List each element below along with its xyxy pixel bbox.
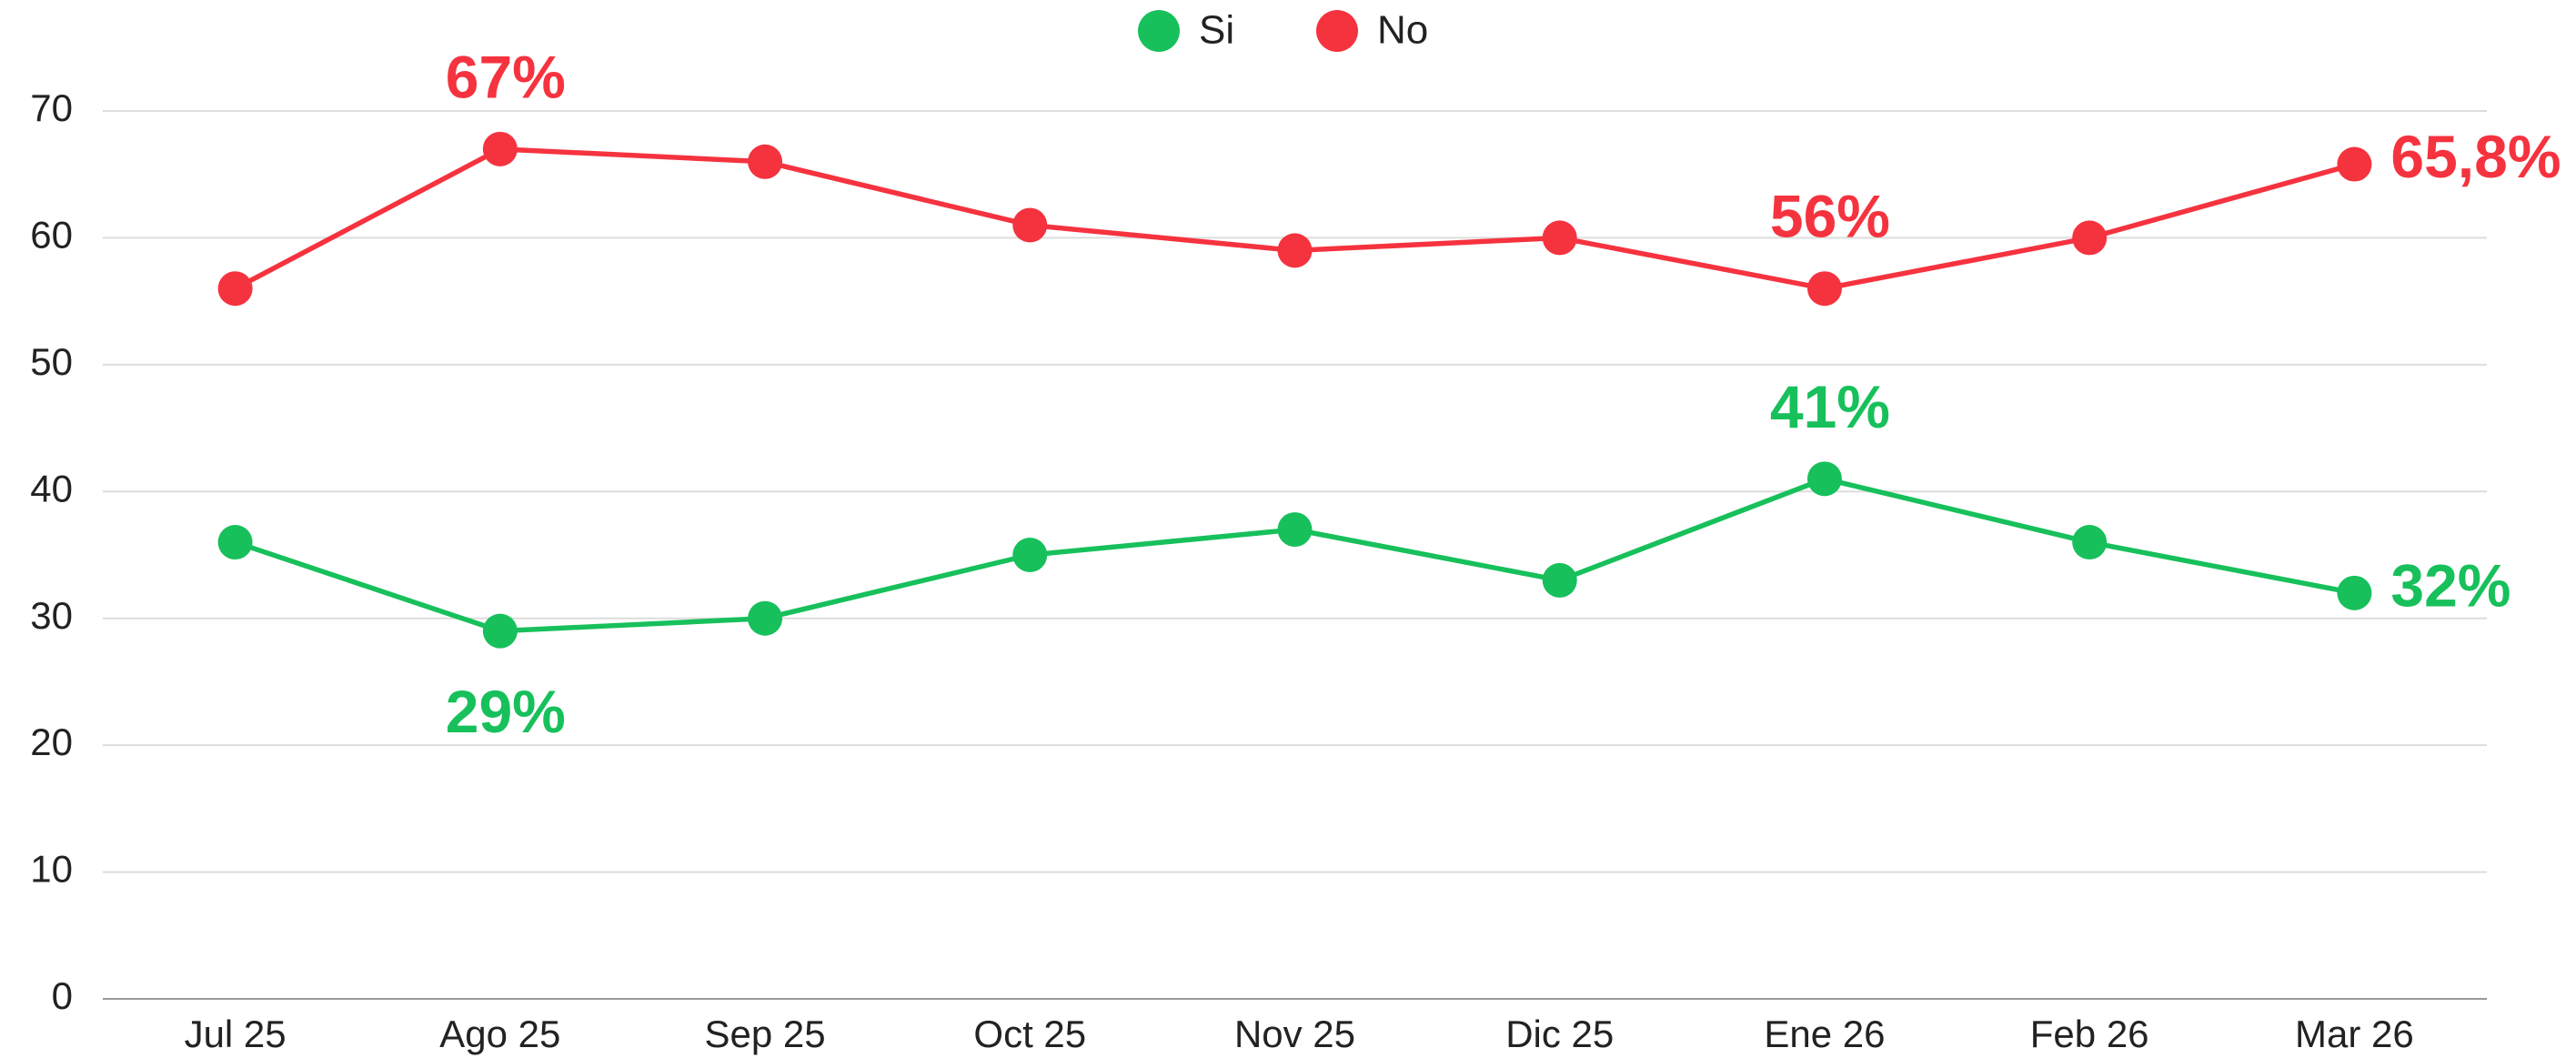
point xyxy=(1012,207,1048,243)
data-label: 56% xyxy=(1770,183,1890,250)
x-tick-label: Mar 26 xyxy=(2295,1013,2414,1055)
point xyxy=(1012,538,1048,572)
x-tick-label: Oct 25 xyxy=(973,1013,1086,1055)
point xyxy=(217,525,253,560)
x-tick-label: Ago 25 xyxy=(439,1013,560,1055)
x-tick-label: Feb 26 xyxy=(2030,1013,2149,1055)
point xyxy=(482,613,518,649)
point xyxy=(2337,575,2372,610)
point xyxy=(748,144,783,179)
data-label: 65,8% xyxy=(2390,123,2561,190)
point xyxy=(1806,271,1842,307)
x-tick-label: Ene 26 xyxy=(1764,1013,1885,1055)
data-label: 32% xyxy=(2390,551,2511,619)
point xyxy=(2337,146,2372,182)
point xyxy=(1277,512,1313,548)
y-tick-label: 0 xyxy=(52,974,73,1017)
point xyxy=(1542,562,1577,598)
data-label: 67% xyxy=(446,43,566,110)
point xyxy=(217,271,253,307)
point xyxy=(482,131,518,166)
data-label: 29% xyxy=(446,678,566,745)
x-tick-label: Jul 25 xyxy=(185,1013,287,1055)
point xyxy=(2072,525,2108,560)
legend-label: No xyxy=(1377,8,1428,53)
x-tick-label: Nov 25 xyxy=(1234,1013,1355,1055)
legend-marker xyxy=(1138,10,1180,52)
line xyxy=(234,476,2355,634)
x-tick-label: Dic 25 xyxy=(1505,1013,1614,1055)
point xyxy=(1806,461,1842,497)
legend-marker xyxy=(1316,10,1358,52)
y-tick-label: 30 xyxy=(30,594,73,637)
y-tick-label: 70 xyxy=(30,86,73,129)
data-label: 41% xyxy=(1770,373,1890,440)
y-tick-label: 40 xyxy=(30,467,73,509)
y-tick-label: 20 xyxy=(30,720,73,763)
y-tick-label: 10 xyxy=(30,848,73,891)
point xyxy=(2072,220,2108,256)
legend-label: Si xyxy=(1199,8,1234,53)
point xyxy=(1542,220,1577,256)
point xyxy=(1277,233,1313,268)
y-tick-label: 50 xyxy=(30,340,73,383)
point xyxy=(748,600,783,636)
y-tick-label: 60 xyxy=(30,214,73,257)
x-tick-label: Sep 25 xyxy=(704,1013,825,1055)
